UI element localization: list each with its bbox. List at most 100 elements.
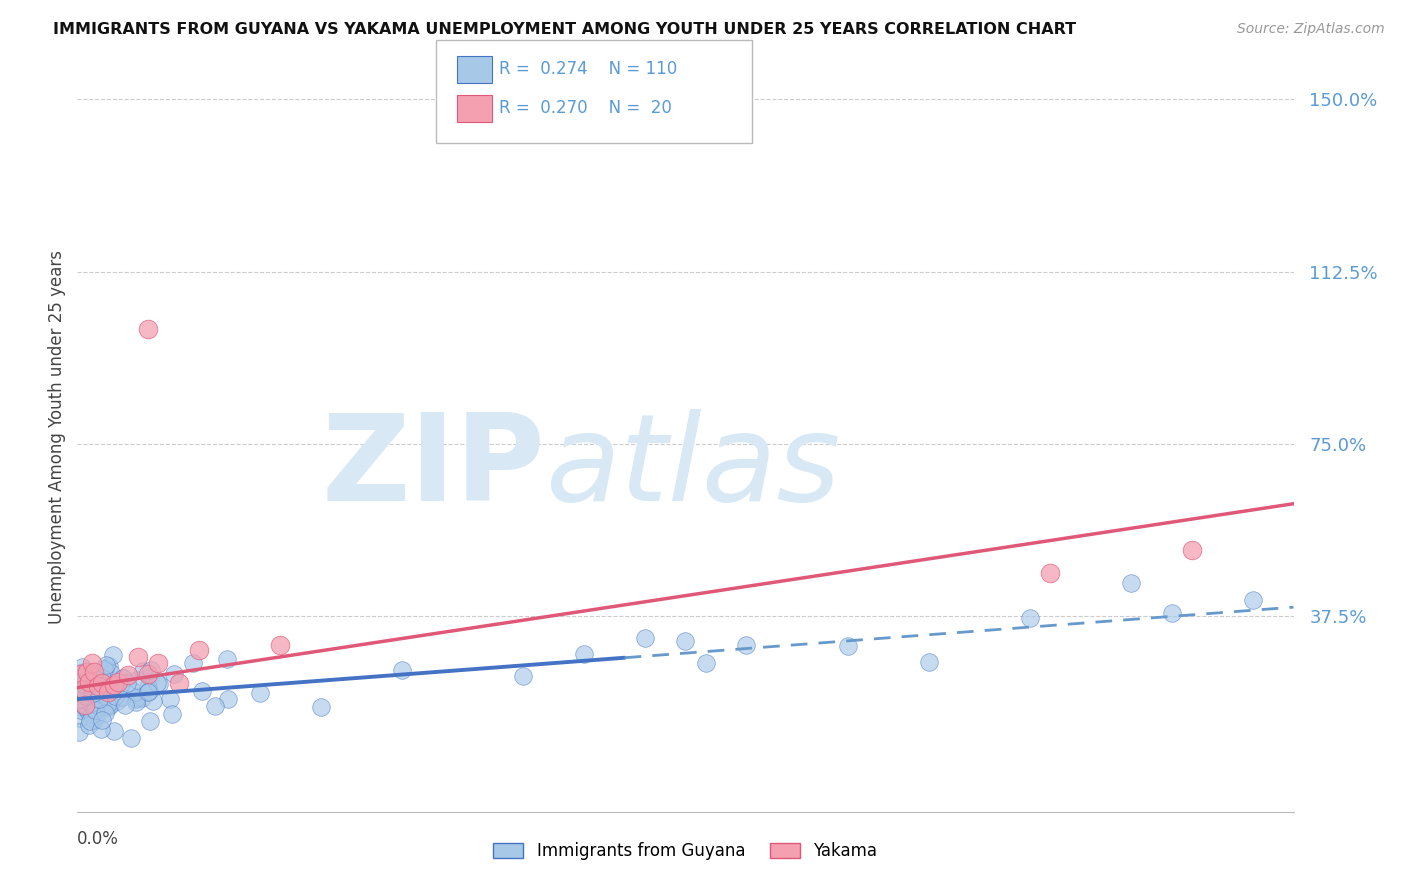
Point	[1039, 566, 1062, 580]
Point	[70, 667, 93, 681]
Point	[735, 638, 758, 652]
Point	[181, 657, 204, 671]
Point	[73, 697, 96, 711]
Point	[82, 681, 104, 696]
Point	[84, 681, 107, 695]
Point	[72, 685, 94, 699]
Point	[105, 694, 128, 708]
Text: IMMIGRANTS FROM GUYANA VS YAKAMA UNEMPLOYMENT AMONG YOUTH UNDER 25 YEARS CORRELA: IMMIGRANTS FROM GUYANA VS YAKAMA UNEMPLO…	[53, 22, 1077, 37]
Point	[249, 686, 271, 700]
Point	[191, 684, 214, 698]
Point	[167, 676, 190, 690]
Point	[139, 670, 162, 684]
Point	[67, 724, 90, 739]
Point	[67, 711, 90, 725]
Point	[675, 634, 697, 648]
Text: 0.0%: 0.0%	[77, 830, 120, 848]
Y-axis label: Unemployment Among Youth under 25 years: Unemployment Among Youth under 25 years	[48, 250, 66, 624]
Point	[695, 656, 717, 670]
Point	[89, 678, 111, 692]
Text: R =  0.274    N = 110: R = 0.274 N = 110	[499, 60, 678, 78]
Point	[120, 731, 142, 746]
Point	[84, 696, 107, 710]
Point	[75, 664, 97, 678]
Point	[67, 698, 90, 713]
Point	[103, 677, 125, 691]
Point	[138, 684, 160, 698]
Point	[146, 675, 169, 690]
Point	[136, 680, 159, 694]
Point	[634, 632, 657, 646]
Point	[77, 704, 100, 718]
Point	[215, 652, 238, 666]
Point	[125, 695, 148, 709]
Point	[1019, 610, 1042, 624]
Point	[110, 679, 132, 693]
Point	[1241, 593, 1264, 607]
Point	[89, 691, 111, 706]
Point	[79, 714, 101, 728]
Point	[97, 700, 120, 714]
Point	[97, 685, 120, 699]
Point	[136, 685, 159, 699]
Point	[77, 718, 100, 732]
Point	[98, 698, 121, 712]
Point	[110, 690, 132, 704]
Point	[75, 689, 97, 703]
Point	[97, 658, 120, 673]
Point	[70, 660, 93, 674]
Point	[139, 714, 162, 728]
Point	[76, 665, 98, 679]
Point	[125, 673, 148, 687]
Point	[104, 690, 127, 704]
Point	[75, 700, 97, 714]
Point	[391, 663, 413, 677]
Point	[97, 680, 120, 694]
Point	[148, 656, 170, 670]
Point	[80, 657, 103, 671]
Point	[90, 722, 112, 736]
Point	[73, 684, 96, 698]
Point	[96, 698, 118, 712]
Point	[79, 697, 101, 711]
Point	[572, 647, 595, 661]
Point	[112, 671, 135, 685]
Point	[73, 677, 96, 691]
Point	[918, 655, 941, 669]
Point	[82, 686, 104, 700]
Point	[100, 665, 122, 680]
Point	[125, 691, 148, 706]
Point	[77, 691, 100, 706]
Point	[204, 699, 226, 714]
Point	[80, 685, 103, 699]
Point	[87, 697, 110, 711]
Point	[188, 643, 211, 657]
Point	[101, 648, 124, 662]
Point	[72, 681, 94, 696]
Legend: Immigrants from Guyana, Yakama: Immigrants from Guyana, Yakama	[486, 836, 884, 867]
Point	[112, 671, 135, 685]
Point	[86, 707, 108, 722]
Point	[90, 713, 112, 727]
Point	[94, 706, 117, 720]
Text: R =  0.270    N =  20: R = 0.270 N = 20	[499, 99, 672, 117]
Point	[84, 703, 107, 717]
Text: atlas: atlas	[546, 409, 841, 525]
Point	[159, 692, 181, 706]
Point	[131, 690, 153, 705]
Point	[136, 666, 159, 681]
Point	[1181, 542, 1204, 557]
Point	[79, 665, 101, 679]
Point	[162, 667, 184, 681]
Point	[72, 682, 94, 697]
Point	[75, 698, 97, 712]
Point	[93, 682, 115, 697]
Point	[69, 691, 91, 706]
Point	[141, 663, 163, 677]
Point	[107, 675, 129, 690]
Point	[124, 685, 146, 699]
Point	[67, 680, 90, 694]
Point	[86, 679, 108, 693]
Point	[115, 676, 138, 690]
Point	[76, 675, 98, 690]
